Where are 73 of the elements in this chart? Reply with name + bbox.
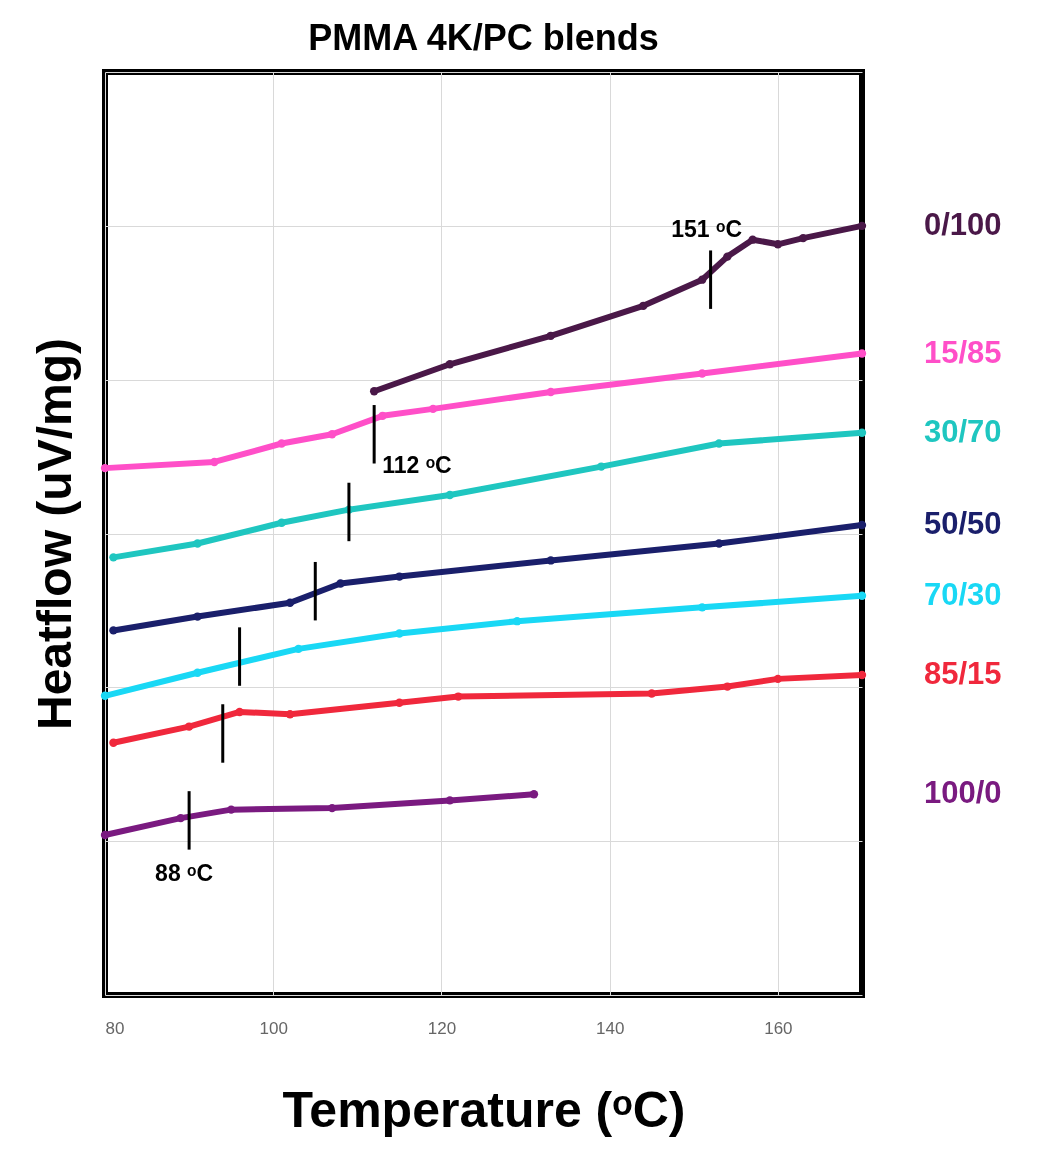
- point: [109, 738, 118, 747]
- point: [698, 275, 707, 284]
- point: [714, 539, 724, 548]
- point: [546, 387, 555, 397]
- x-tick-label: 140: [595, 1018, 625, 1038]
- point: [647, 689, 656, 698]
- point: [546, 331, 555, 340]
- point: [454, 692, 463, 701]
- point: [857, 670, 867, 680]
- point: [327, 430, 337, 439]
- point: [109, 553, 118, 562]
- point: [723, 682, 732, 691]
- annotation: 88 ᵒC: [155, 859, 214, 886]
- point: [395, 629, 404, 638]
- text: 100/0: [924, 775, 1002, 811]
- x-tick-label: 120: [427, 1018, 457, 1038]
- point: [378, 411, 387, 420]
- chart-title: PMMA 4K/PC blends: [308, 17, 659, 58]
- point: [193, 668, 202, 677]
- x-tick-label: 80: [105, 1018, 125, 1038]
- series-label: 30/70: [924, 413, 1002, 449]
- point: [369, 387, 379, 396]
- point: [857, 428, 867, 437]
- point: [597, 462, 606, 471]
- point: [277, 439, 286, 448]
- point: [327, 803, 337, 813]
- point: [714, 439, 724, 448]
- point: [748, 235, 757, 244]
- x-axis-title: Temperature (ᵒC): [282, 1081, 686, 1138]
- point: [698, 369, 707, 378]
- point: [723, 252, 732, 261]
- point: [857, 349, 867, 358]
- point: [193, 612, 202, 621]
- point: [395, 698, 404, 707]
- point: [445, 360, 455, 369]
- point: [857, 591, 867, 600]
- series-label: 50/50: [924, 506, 1002, 542]
- y-axis-title: Heatflow (uV/mg): [27, 338, 81, 730]
- point: [336, 579, 345, 588]
- point: [428, 404, 438, 414]
- point: [100, 463, 110, 473]
- annotation: 151 ᵒC: [671, 216, 743, 243]
- x-tick-label: 160: [764, 1018, 793, 1038]
- series-label: 70/30: [924, 576, 1002, 612]
- point: [176, 813, 185, 823]
- point: [100, 830, 110, 840]
- point: [277, 518, 286, 527]
- point: [109, 626, 118, 635]
- point: [445, 490, 455, 500]
- point: [773, 240, 783, 249]
- point: [512, 617, 522, 626]
- point: [294, 644, 303, 654]
- point: [857, 221, 867, 231]
- series-label: 85/15: [924, 656, 1002, 692]
- annotation: 112 ᵒC: [382, 451, 452, 478]
- point: [798, 233, 808, 243]
- point: [193, 539, 202, 548]
- x-tick-label: 100: [259, 1018, 288, 1038]
- point: [100, 691, 110, 700]
- point: [546, 556, 555, 565]
- point: [639, 301, 648, 310]
- point: [285, 598, 295, 607]
- point: [235, 707, 244, 717]
- point: [698, 603, 707, 612]
- point: [210, 457, 219, 467]
- point: [529, 790, 539, 799]
- point: [226, 805, 236, 814]
- series-label: 0/100: [924, 206, 1002, 242]
- point: [184, 722, 194, 731]
- point: [773, 674, 783, 684]
- series-label: 15/85: [924, 334, 1002, 370]
- point: [857, 520, 867, 530]
- point: [395, 572, 404, 581]
